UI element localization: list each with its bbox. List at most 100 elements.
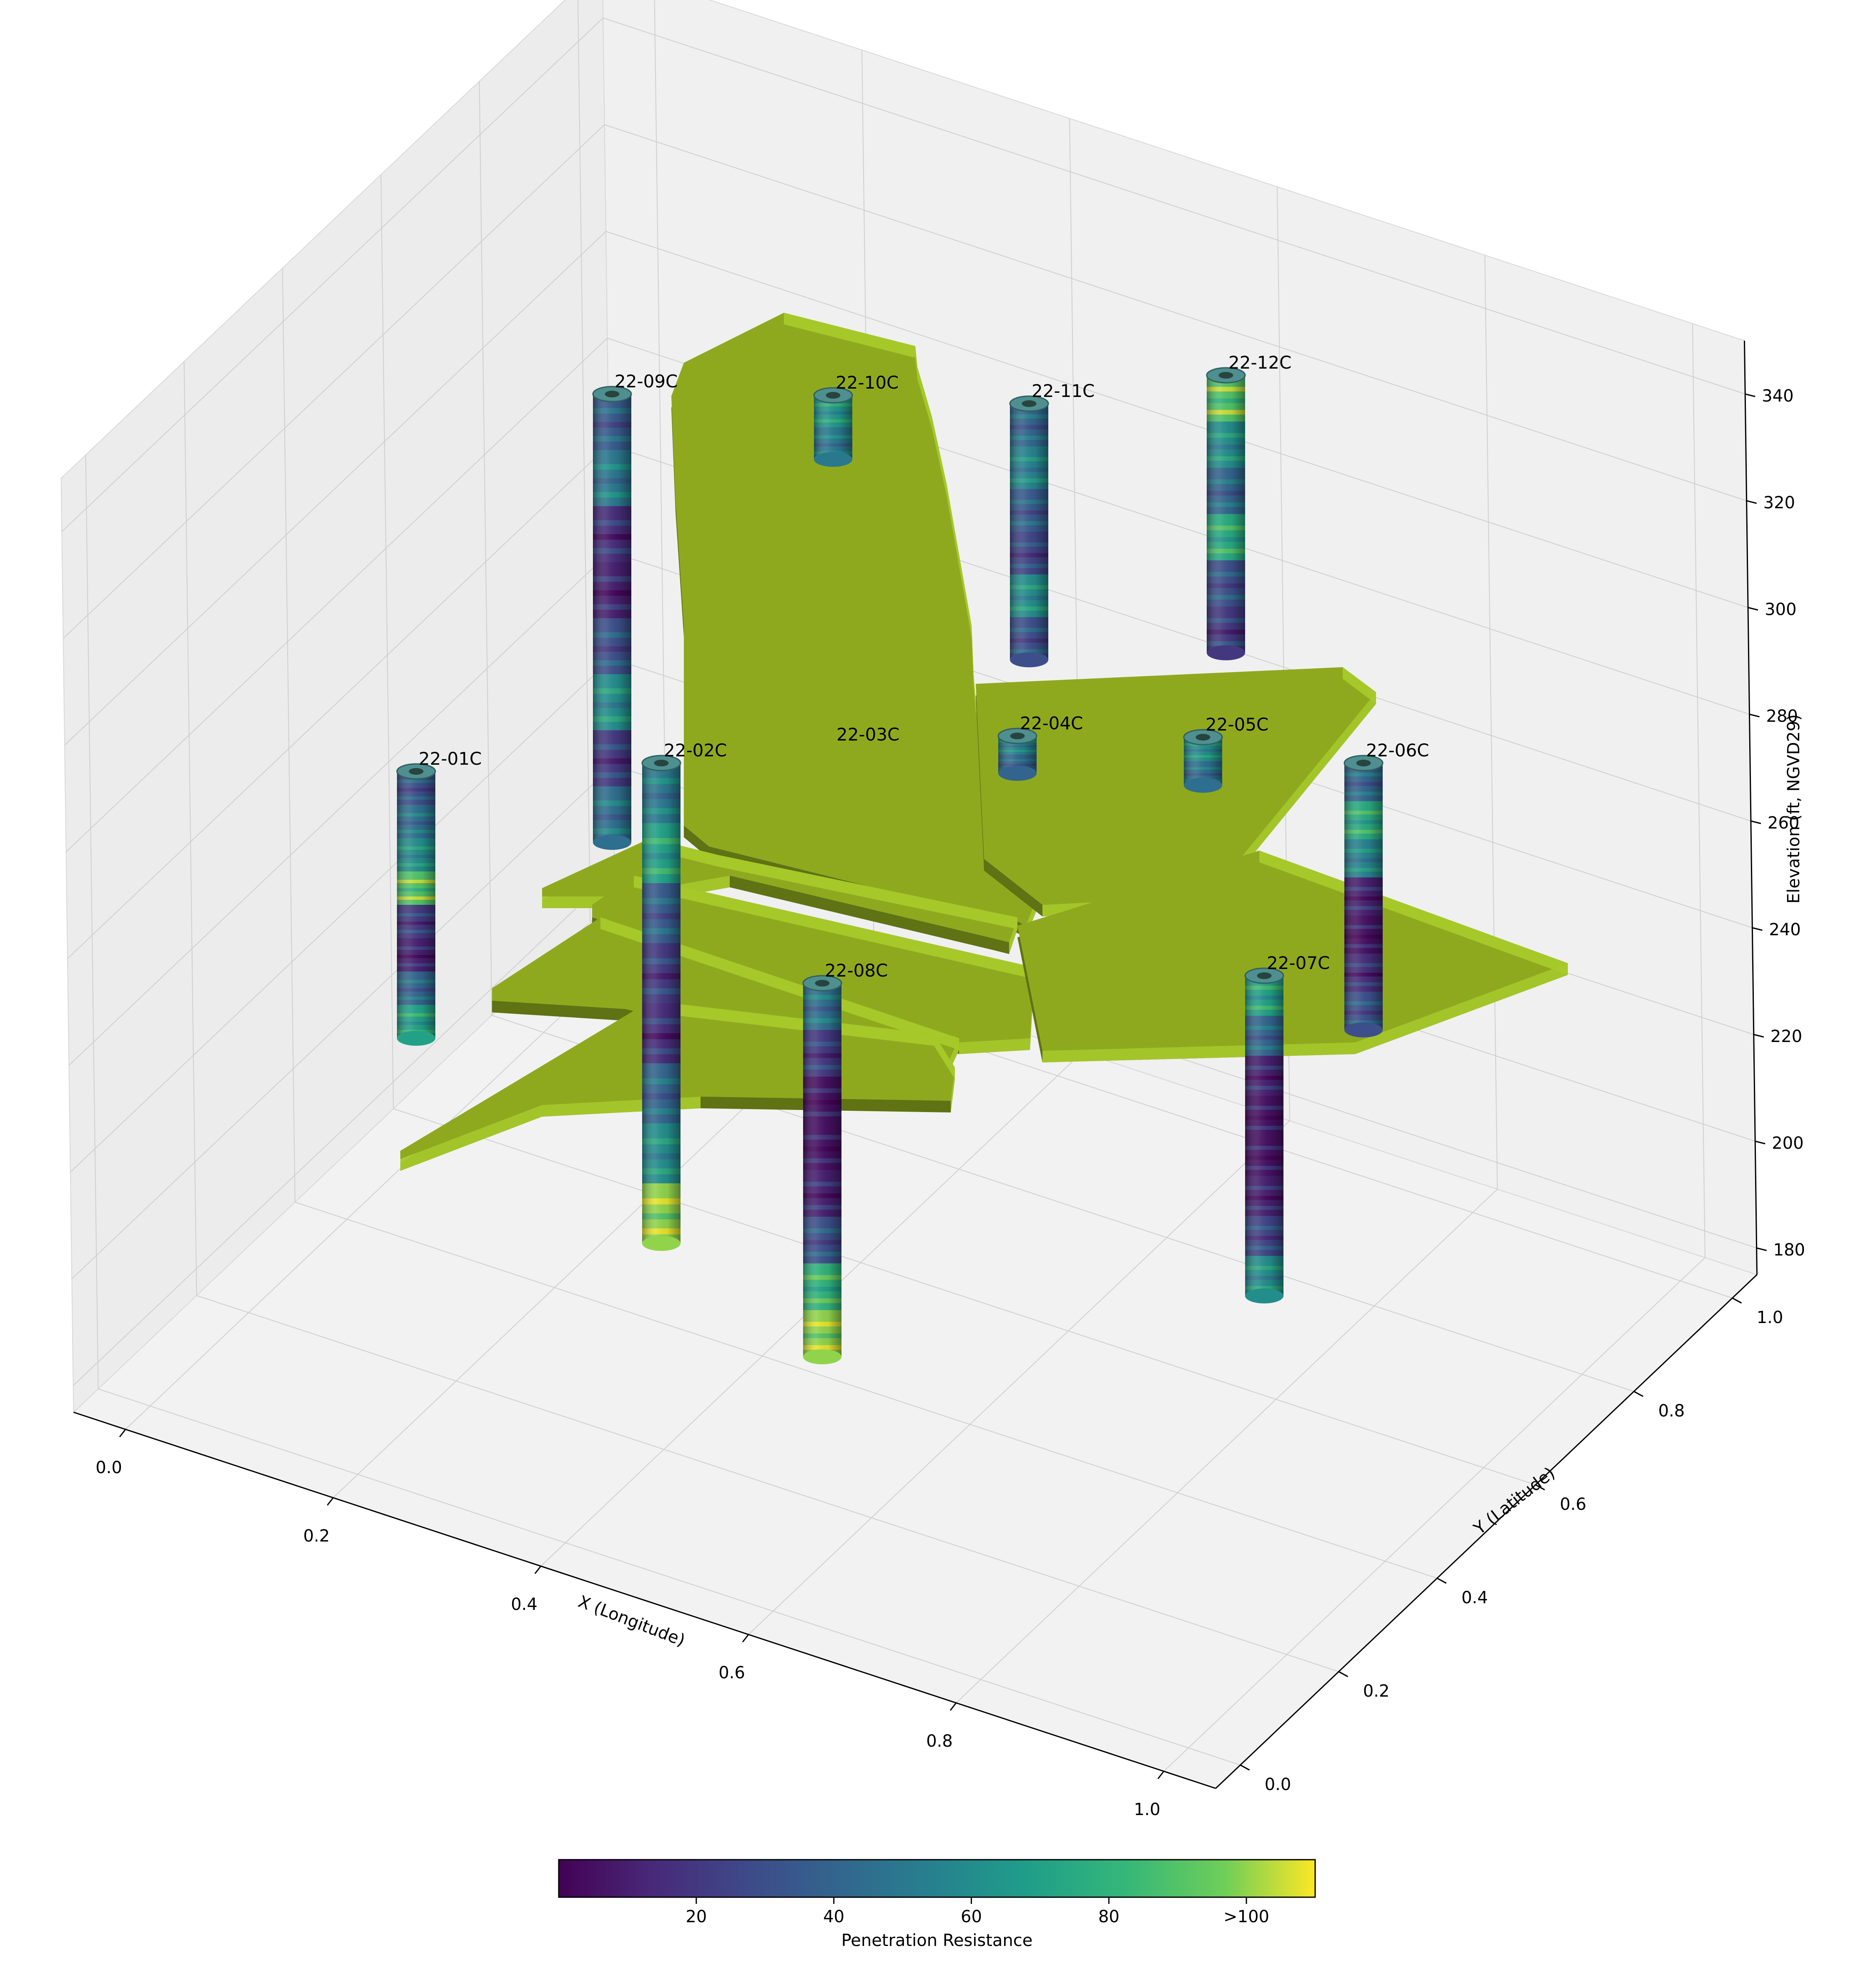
y-tick-label: 1.0	[1757, 1308, 1783, 1327]
z-tick-label: 180	[1773, 1240, 1805, 1260]
surface-middle-bar	[592, 876, 1034, 1054]
grid-line	[380, 174, 394, 1109]
grid-line	[85, 454, 99, 1389]
colorbar-gradient	[558, 1859, 1316, 1898]
borehole-22-02c: 22-02C	[641, 740, 727, 1251]
x-axis-line	[73, 1411, 1216, 1789]
borehole-hole	[654, 760, 669, 766]
borehole-shading	[1245, 976, 1283, 1296]
borehole-label: 22-12C	[1228, 352, 1291, 373]
grid-line	[73, 871, 615, 1386]
borehole-hole	[815, 980, 830, 987]
x-tick-label: 0.6	[718, 1663, 745, 1682]
grid-line	[603, 18, 1745, 394]
colorbar-tick-label: 40	[823, 1907, 844, 1926]
grid-line	[956, 1189, 1498, 1703]
borehole-bottom-cap	[1344, 1022, 1383, 1037]
x-tick-label: 0.4	[511, 1595, 537, 1614]
z-tick-mark	[1749, 713, 1760, 718]
borehole-bottom-cap	[1245, 1288, 1283, 1303]
x-tick-mark	[326, 1497, 334, 1506]
y-tick-mark	[1437, 1577, 1447, 1584]
y-tick-mark	[1732, 1297, 1742, 1304]
borehole-bottom-cap	[998, 766, 1037, 781]
y-tick-label: 0.8	[1658, 1401, 1685, 1421]
borehole-22-03c: 22-03C	[836, 724, 899, 745]
borehole-shading	[642, 763, 681, 1243]
z-tick-mark	[1752, 927, 1763, 931]
grid-line	[61, 18, 603, 532]
borehole-22-05c: 22-05C	[1183, 714, 1268, 793]
borehole-22-08c: 22-08C	[802, 960, 888, 1364]
colorbar: 20 40 60 80 >100 Penetration Resistance	[558, 1859, 1316, 1950]
borehole-label: 22-09C	[615, 371, 678, 392]
borehole-hole	[605, 391, 620, 397]
grid-line	[393, 1108, 1536, 1485]
z-tick-label: 260	[1768, 814, 1799, 833]
y-tick-mark	[1338, 1671, 1349, 1677]
x-tick-mark	[949, 1702, 957, 1711]
z-tick-label: 200	[1772, 1134, 1803, 1153]
borehole-shading	[803, 983, 841, 1357]
borehole-shading	[1344, 763, 1383, 1030]
z-tick-label: 320	[1763, 493, 1795, 512]
borehole-22-01c: 22-01C	[396, 748, 482, 1046]
z-tick-label: 340	[1762, 387, 1793, 406]
borehole-label: 22-08C	[825, 960, 888, 981]
borehole-label: 22-07C	[1267, 953, 1330, 973]
borehole-22-09c: 22-09C	[592, 371, 678, 850]
x-tick-label: 0.0	[95, 1458, 122, 1477]
grid-line	[604, 124, 1747, 501]
borehole-label: 22-06C	[1366, 740, 1429, 761]
y-tick-mark	[1633, 1391, 1644, 1397]
borehole-bottom-cap	[1207, 645, 1245, 660]
borehole-22-07c: 22-07C	[1244, 953, 1330, 1303]
boreholes: 22-01C 22-02C 22-03C 22-04C 22-05C 22-06C 22-0…	[396, 352, 1429, 1364]
borehole-label: 22-01C	[419, 748, 482, 769]
borehole-label: 22-04C	[1020, 713, 1083, 733]
grid-line	[479, 81, 492, 1016]
borehole-22-06c: 22-06C	[1344, 740, 1429, 1037]
grid-line	[71, 765, 613, 1279]
grid-line	[605, 231, 1748, 608]
colorbar-tick-label: 60	[961, 1907, 982, 1926]
colorbar-label: Penetration Resistance	[841, 1931, 1033, 1950]
x-tick-mark	[1157, 1771, 1165, 1779]
x-tick-label: 0.2	[303, 1527, 330, 1546]
borehole-hole	[1257, 972, 1272, 979]
grid-line	[577, 0, 591, 922]
borehole-bottom-cap	[814, 452, 852, 467]
grid-line	[183, 361, 197, 1296]
borehole-hole	[1195, 734, 1210, 741]
borehole-bottom-cap	[1184, 778, 1222, 793]
borehole-label: 22-10C	[836, 372, 899, 393]
borehole-shading	[1010, 404, 1048, 660]
borehole-shading	[593, 394, 631, 843]
z-tick-mark	[1750, 820, 1761, 824]
borehole-bottom-cap	[642, 1236, 681, 1251]
z-tick-label: 280	[1766, 707, 1798, 726]
z-tick-mark	[1746, 500, 1757, 504]
grid-line	[67, 444, 609, 959]
borehole-bottom-cap	[593, 835, 631, 850]
z-axis-label: Elevation (ft, NGVD29)	[1784, 714, 1803, 904]
borehole-22-04c: 22-04C	[997, 713, 1083, 781]
borehole-hole	[1010, 733, 1025, 739]
grid-line	[295, 1202, 1437, 1579]
grid-line	[748, 1120, 1290, 1635]
borehole-bottom-cap	[803, 1349, 841, 1364]
borehole-22-11c: 22-11C	[1009, 381, 1095, 668]
grid-line	[1163, 1257, 1705, 1772]
x-tick-mark	[119, 1429, 126, 1437]
borehole-hole	[1356, 760, 1371, 766]
left-pane	[60, 0, 615, 1414]
grid-line	[1484, 255, 1498, 1190]
y-tick-label: 0.2	[1363, 1682, 1390, 1701]
borehole-label: 22-02C	[664, 740, 727, 761]
z-tick-mark	[1753, 1034, 1764, 1038]
colorbar-tick-label: >100	[1223, 1907, 1269, 1926]
colorbar-tick-label: 80	[1098, 1907, 1120, 1926]
borehole-hole	[1022, 400, 1037, 407]
borehole-bottom-cap	[1010, 652, 1048, 668]
